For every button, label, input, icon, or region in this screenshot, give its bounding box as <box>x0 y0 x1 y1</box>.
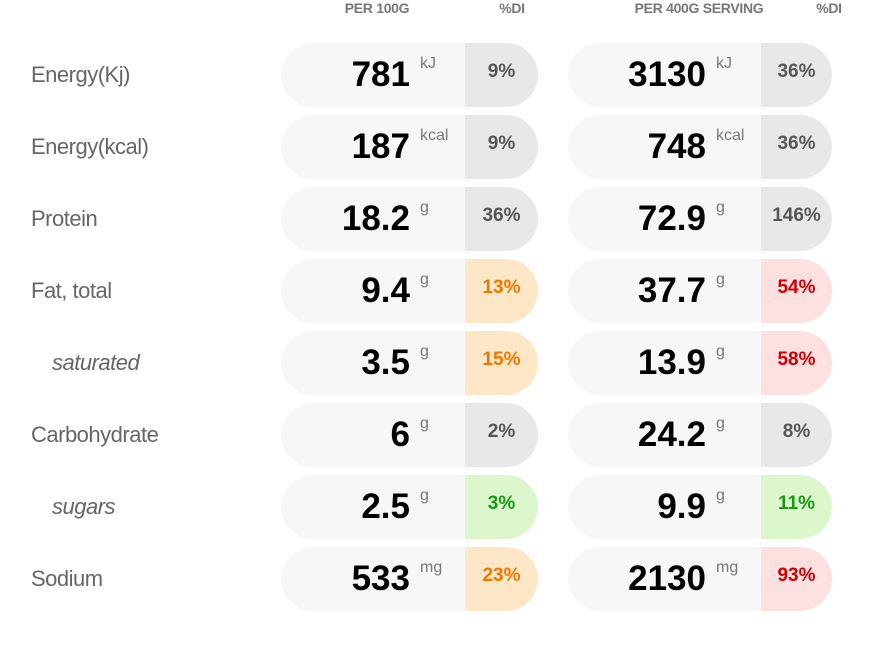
daily-intake: 54% <box>761 259 832 323</box>
row-label: Fat, total <box>31 278 112 303</box>
nutrient-value: 3130 <box>628 55 706 94</box>
nutrient-unit: g <box>420 271 429 288</box>
nutrient-unit: g <box>716 487 725 504</box>
daily-intake: 13% <box>465 259 538 323</box>
nutrient-unit: kcal <box>716 127 745 144</box>
nutrient-unit: g <box>420 199 429 216</box>
nutrient-value: 18.2 <box>341 199 410 238</box>
daily-intake: 146% <box>761 187 832 251</box>
nutrient-unit: kcal <box>420 127 449 144</box>
column-header: PER 100G <box>344 0 410 16</box>
nutrient-value: 24.2 <box>637 415 706 454</box>
nutrient-pill: 533 mg 23% <box>281 547 538 611</box>
nutrient-unit: mg <box>716 559 739 576</box>
nutrient-unit: kJ <box>420 55 436 72</box>
row-label: sugars <box>52 494 116 519</box>
daily-intake: 11% <box>761 475 832 539</box>
nutrient-pill: 187 kcal 9% <box>281 115 538 179</box>
nutrient-value: 533 <box>351 559 410 598</box>
daily-intake: 23% <box>465 547 538 611</box>
nutrient-value: 2.5 <box>361 487 410 526</box>
row-label: saturated <box>52 350 140 375</box>
nutrient-value: 9.4 <box>361 271 410 310</box>
nutrient-pill: 9.4 g 13% <box>281 259 538 323</box>
daily-intake: 36% <box>465 187 538 251</box>
nutrient-value: 781 <box>351 55 410 94</box>
nutrient-pill: 2.5 g 3% <box>281 475 538 539</box>
nutrient-pill: 3130 kJ 36% <box>568 43 832 107</box>
row-label: Protein <box>31 206 98 231</box>
nutrient-pill: 37.7 g 54% <box>568 259 832 323</box>
nutrient-pill: 18.2 g 36% <box>281 187 538 251</box>
daily-intake: 58% <box>761 331 832 395</box>
daily-intake: 3% <box>465 475 538 539</box>
daily-intake: 36% <box>761 43 832 107</box>
nutrient-pill: 781 kJ 9% <box>281 43 538 107</box>
nutrient-value: 3.5 <box>361 343 410 382</box>
nutrient-unit: g <box>716 343 725 360</box>
nutrient-value: 6 <box>390 415 410 454</box>
nutrient-pill: 3.5 g 15% <box>281 331 538 395</box>
daily-intake: 36% <box>761 115 832 179</box>
row-label: Carbohydrate <box>31 422 159 447</box>
nutrient-value: 187 <box>351 127 410 166</box>
column-header: %DI <box>499 0 525 16</box>
nutrient-unit: kJ <box>716 55 732 72</box>
nutrient-unit: g <box>716 199 725 216</box>
daily-intake: 9% <box>465 43 538 107</box>
row-label: Energy(Kj) <box>31 62 130 87</box>
nutrient-pill: 2130 mg 93% <box>568 547 832 611</box>
nutrient-value: 72.9 <box>637 199 706 238</box>
nutrient-value: 2130 <box>628 559 706 598</box>
nutrient-unit: g <box>716 271 725 288</box>
daily-intake: 15% <box>465 331 538 395</box>
nutrient-pill: 9.9 g 11% <box>568 475 832 539</box>
nutrient-unit: g <box>420 487 429 504</box>
row-label: Sodium <box>31 566 103 591</box>
daily-intake: 2% <box>465 403 538 467</box>
nutrient-pill: 748 kcal 36% <box>568 115 832 179</box>
nutrient-value: 13.9 <box>637 343 706 382</box>
nutrient-unit: mg <box>420 559 443 576</box>
daily-intake: 9% <box>465 115 538 179</box>
nutrient-pill: 13.9 g 58% <box>568 331 832 395</box>
nutrient-value: 37.7 <box>637 271 706 310</box>
nutrient-pill: 24.2 g 8% <box>568 403 832 467</box>
nutrient-pill: 72.9 g 146% <box>568 187 832 251</box>
nutrient-value: 748 <box>647 127 706 166</box>
row-label: Energy(kcal) <box>31 134 149 159</box>
daily-intake: 8% <box>761 403 832 467</box>
daily-intake: 93% <box>761 547 832 611</box>
nutrient-value: 9.9 <box>657 487 706 526</box>
nutrient-unit: g <box>420 415 429 432</box>
nutrient-pill: 6 g 2% <box>281 403 538 467</box>
nutrient-unit: g <box>420 343 429 360</box>
column-header: %DI <box>816 0 842 16</box>
column-header: PER 400G SERVING <box>634 0 764 16</box>
nutrient-unit: g <box>716 415 725 432</box>
